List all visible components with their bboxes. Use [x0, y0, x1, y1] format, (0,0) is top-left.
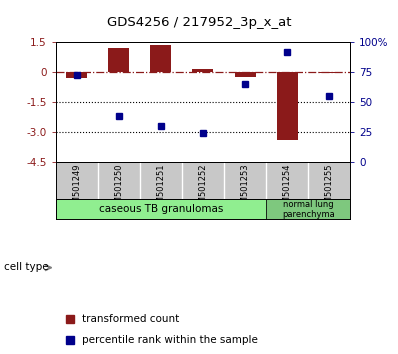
- Text: GSM501249: GSM501249: [72, 164, 81, 214]
- Bar: [193, 69, 213, 72]
- Text: GDS4256 / 217952_3p_x_at: GDS4256 / 217952_3p_x_at: [107, 16, 291, 29]
- Text: GSM501255: GSM501255: [325, 164, 334, 214]
- Bar: [150, 45, 172, 72]
- Text: GSM501252: GSM501252: [199, 164, 207, 214]
- Text: cell type: cell type: [4, 262, 49, 272]
- Text: transformed count: transformed count: [82, 314, 179, 324]
- Text: caseous TB granulomas: caseous TB granulomas: [99, 204, 223, 214]
- Text: GSM501253: GSM501253: [240, 164, 250, 214]
- Text: normal lung
parenchyma: normal lung parenchyma: [282, 200, 335, 219]
- Bar: [234, 72, 256, 77]
- Text: GSM501250: GSM501250: [114, 164, 123, 214]
- Text: percentile rank within the sample: percentile rank within the sample: [82, 335, 258, 345]
- Bar: [56, 199, 266, 219]
- Text: GSM501254: GSM501254: [283, 164, 292, 214]
- Bar: [108, 48, 129, 72]
- Bar: [266, 199, 350, 219]
- Bar: [66, 72, 87, 78]
- Bar: [277, 72, 298, 140]
- Bar: [319, 72, 340, 73]
- Text: GSM501251: GSM501251: [156, 164, 166, 214]
